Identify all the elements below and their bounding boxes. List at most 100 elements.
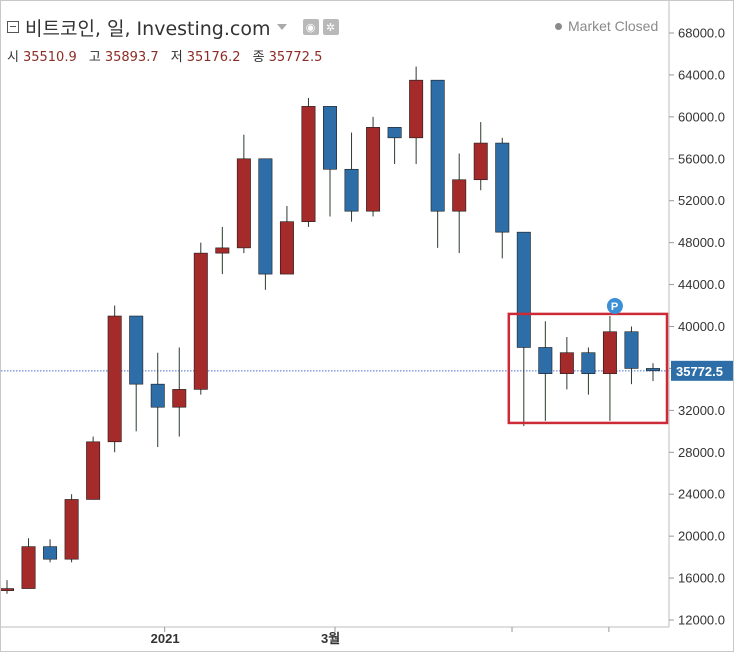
- low-label: 저: [170, 50, 183, 65]
- candle-body: [64, 499, 79, 560]
- low-value: 35176.2: [186, 50, 241, 65]
- candle-body: [43, 546, 58, 560]
- candle: [366, 116, 381, 217]
- y-tick-label: 16000.0: [678, 571, 725, 586]
- candle-body: [86, 441, 101, 500]
- candles: [1, 66, 660, 594]
- candle: [172, 347, 187, 437]
- candle-body: [559, 352, 574, 374]
- ohlc-readout: 시 35510.9 고 35893.7 저 35176.2 종 35772.5: [7, 46, 330, 65]
- close-label: 종: [252, 50, 265, 65]
- candle: [602, 316, 617, 421]
- market-status: Market Closed: [555, 18, 658, 34]
- candle: [86, 436, 101, 500]
- candle-body: [215, 247, 230, 254]
- candle: [193, 242, 208, 395]
- candle: [516, 231, 531, 427]
- status-dot-icon: [555, 22, 562, 30]
- candle: [624, 326, 639, 385]
- candle-body: [150, 383, 165, 408]
- candle: [301, 97, 316, 227]
- y-tick-label: 12000.0: [678, 613, 725, 628]
- candle: [64, 494, 79, 563]
- y-tick-label: 32000.0: [678, 403, 725, 418]
- chart-header: 비트코인, 일, Investing.com ◉ ✲: [7, 13, 339, 41]
- y-tick-label: 44000.0: [678, 277, 725, 292]
- candle-body: [387, 127, 402, 139]
- candle-body: [646, 368, 660, 372]
- eye-icon[interactable]: ◉: [302, 19, 319, 35]
- candle-body: [301, 106, 316, 222]
- gear-icon[interactable]: ✲: [322, 19, 339, 35]
- caret-down-icon[interactable]: [276, 24, 287, 30]
- close-value: 35772.5: [268, 50, 323, 65]
- candle-body: [473, 142, 488, 181]
- candle-body: [516, 231, 531, 348]
- candle: [21, 538, 36, 589]
- y-tick-label: 68000.0: [678, 26, 725, 41]
- candle-body: [279, 221, 294, 275]
- marker-p-circle: [606, 298, 623, 315]
- candle-body: [430, 79, 445, 212]
- y-tick-label: 60000.0: [678, 109, 725, 124]
- candle: [107, 305, 122, 453]
- candle: [538, 321, 553, 421]
- last-price-badge-bg: [671, 360, 733, 381]
- candle: [150, 352, 165, 448]
- open-label: 시: [7, 50, 19, 65]
- candle: [559, 336, 574, 390]
- market-status-text: Market Closed: [568, 18, 659, 34]
- candle-body: [602, 331, 617, 374]
- last-price-badge: 35772.5: [671, 360, 733, 381]
- open-value: 35510.9: [22, 50, 77, 65]
- candle: [43, 539, 58, 563]
- candle-body: [495, 142, 510, 233]
- candle: [236, 134, 251, 254]
- candle-body: [193, 252, 208, 390]
- candle-body: [323, 106, 337, 170]
- chart-title: 비트코인, 일, Investing.com: [25, 17, 271, 40]
- candle-body: [258, 158, 273, 275]
- high-label: 고: [88, 50, 101, 65]
- candle: [452, 153, 467, 254]
- high-value: 35893.7: [104, 50, 159, 65]
- candle-body: [129, 315, 144, 385]
- last-price-label: 35772.5: [676, 364, 723, 379]
- x-axis: 2021 3월: [151, 627, 610, 646]
- candle: [215, 226, 230, 275]
- y-tick-label: 64000.0: [678, 67, 725, 82]
- candle: [258, 158, 273, 290]
- x-tick-label: 3월: [321, 631, 340, 646]
- candle-body: [452, 179, 467, 212]
- y-tick-label: 56000.0: [678, 151, 725, 166]
- candle: [430, 79, 445, 248]
- candle-body: [538, 347, 553, 374]
- highlight-box: [507, 312, 669, 425]
- candle: [323, 106, 337, 217]
- candle: [279, 205, 294, 275]
- candle: [409, 66, 424, 165]
- x-tick-label: 2021: [151, 631, 180, 646]
- candle: [646, 363, 660, 382]
- candle-body: [21, 546, 36, 589]
- candle: [1, 580, 14, 594]
- candle-body: [1, 588, 14, 591]
- collapse-icon[interactable]: [7, 21, 19, 33]
- candle: [495, 137, 510, 259]
- y-tick-label: 52000.0: [678, 193, 725, 208]
- candle: [129, 315, 144, 432]
- candle-body: [409, 79, 424, 139]
- y-tick-label: 28000.0: [678, 445, 725, 460]
- y-axis: 12000.0 16000.0 20000.0 24000.0 28000.0 32000…: [669, 26, 725, 628]
- y-tick-label: 24000.0: [678, 487, 725, 502]
- candle-body: [581, 352, 596, 374]
- candle: [581, 347, 596, 395]
- candle-body: [624, 331, 639, 369]
- marker-p[interactable]: P: [606, 298, 623, 315]
- y-tick-label: 20000.0: [678, 529, 725, 544]
- candle-body: [366, 127, 381, 212]
- candle: [473, 122, 488, 191]
- candle-body: [107, 315, 122, 443]
